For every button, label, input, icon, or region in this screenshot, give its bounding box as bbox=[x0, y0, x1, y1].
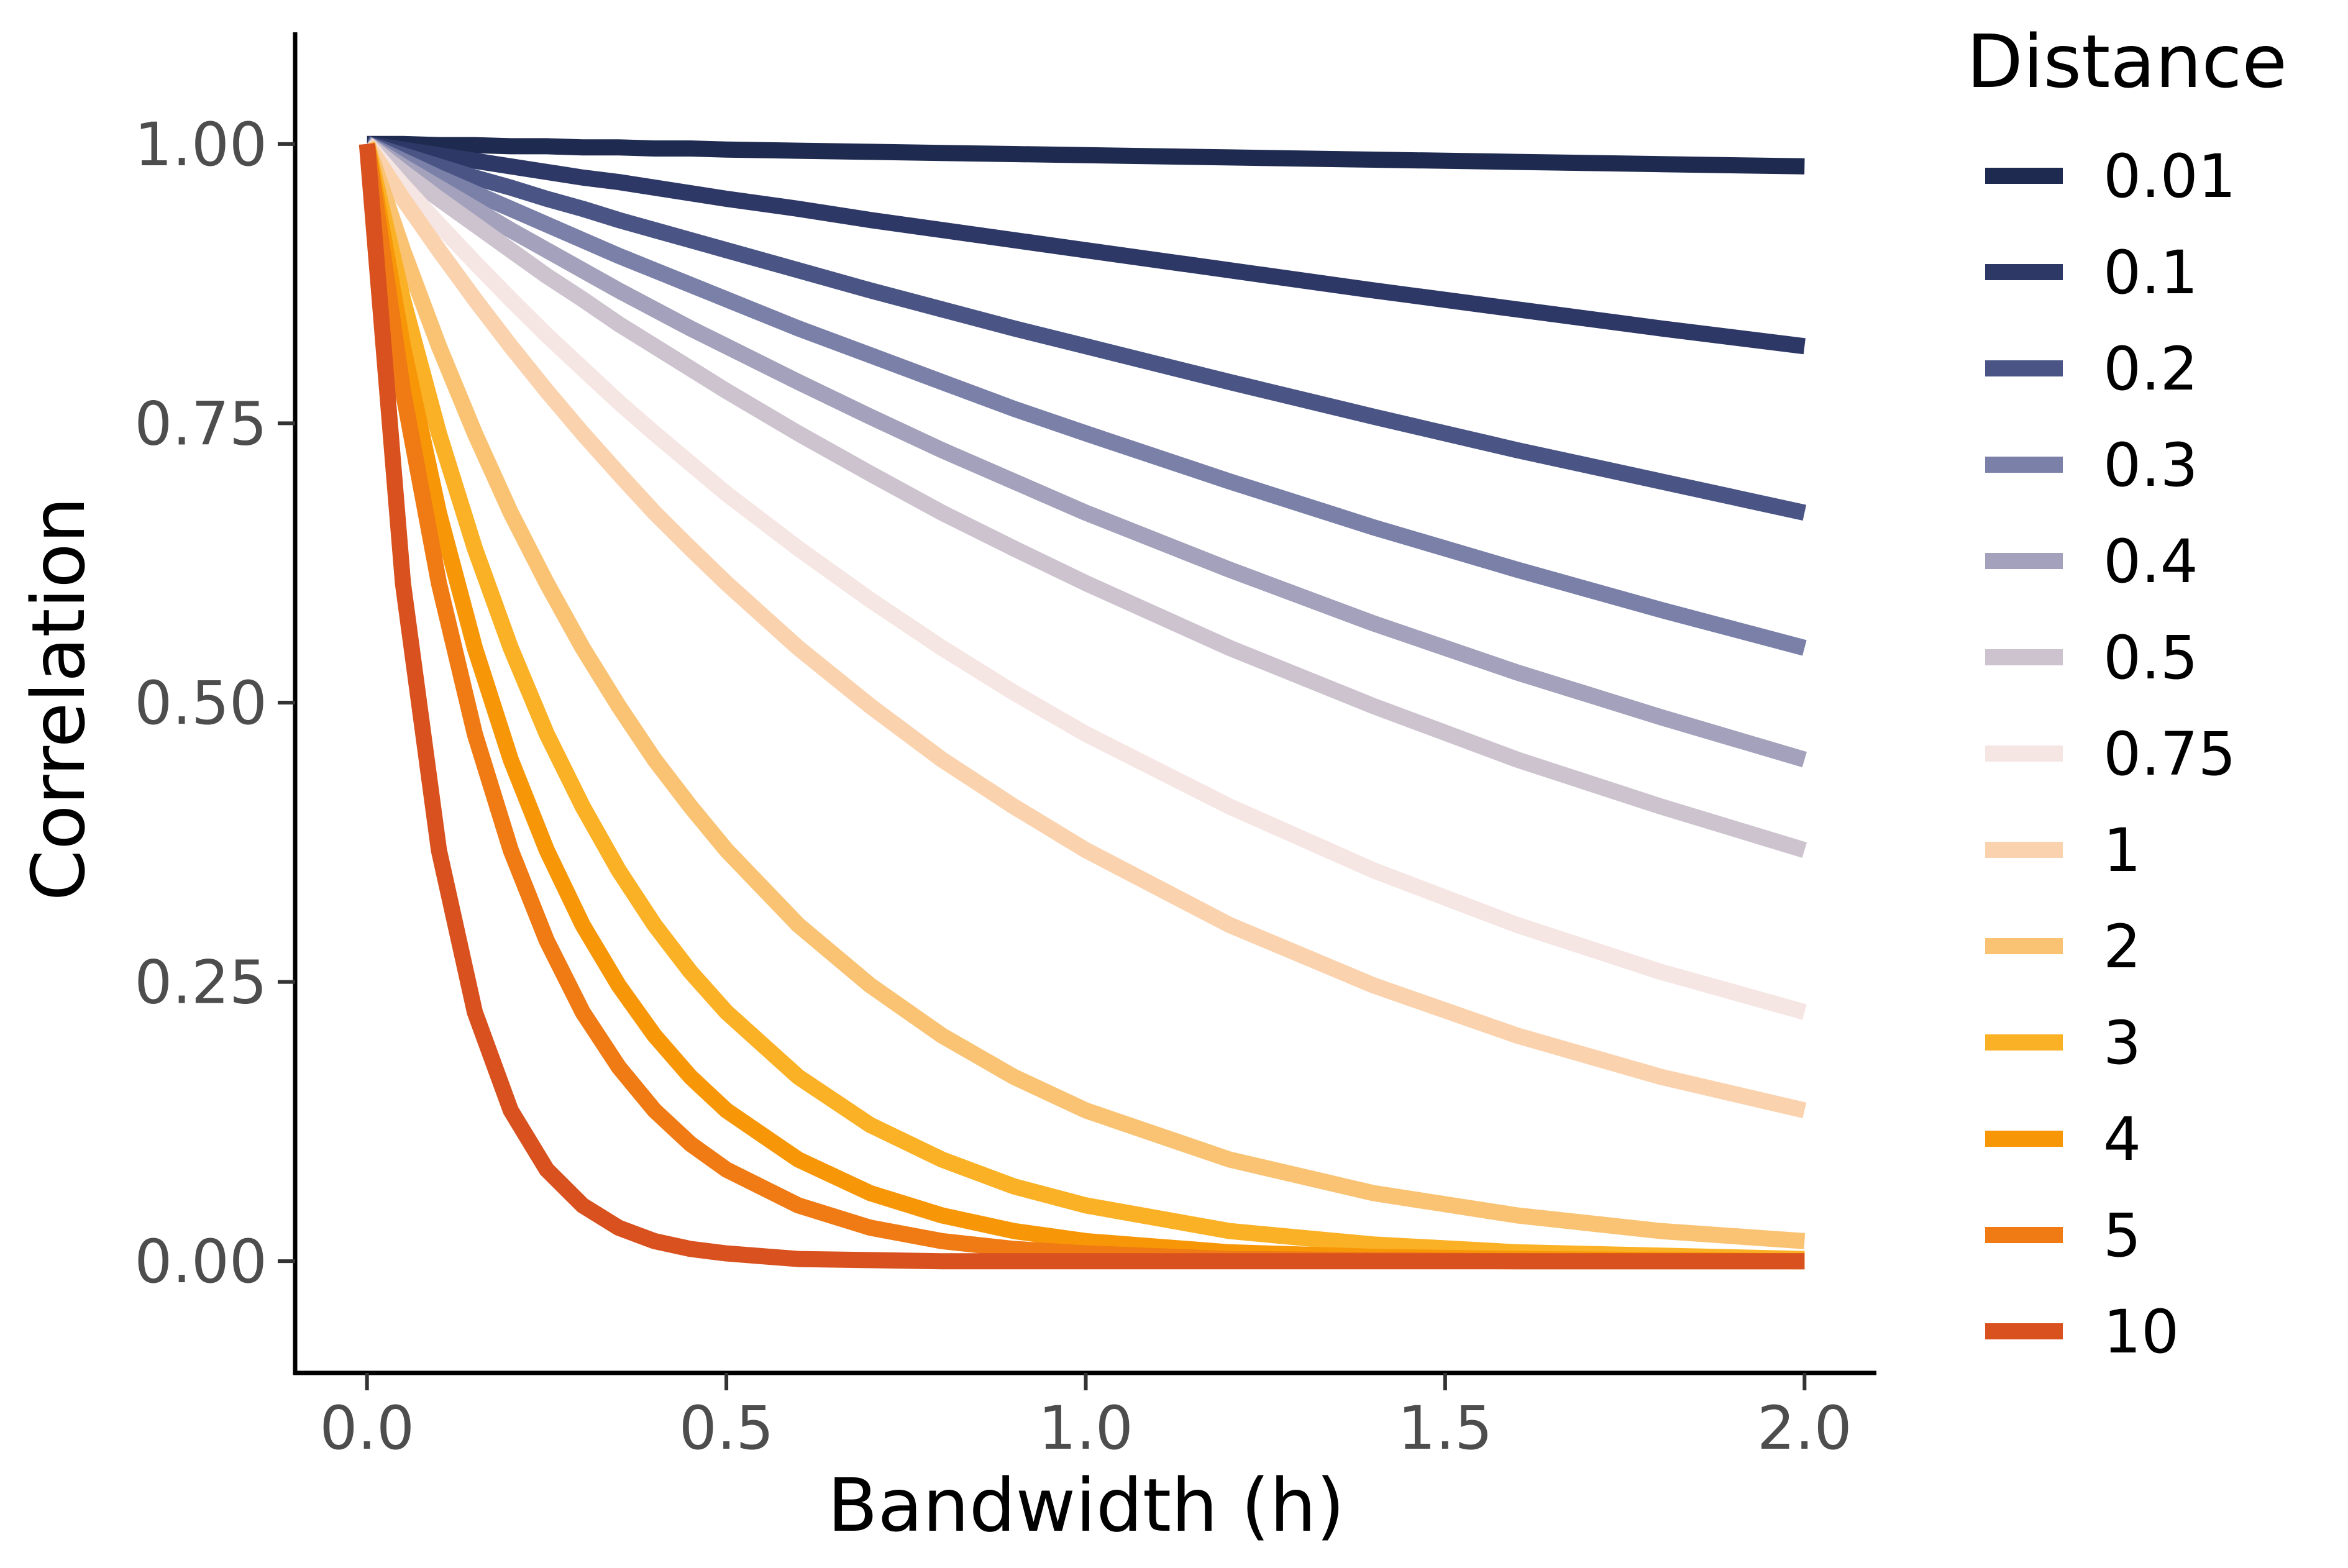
series-line-3 bbox=[359, 142, 1805, 1267]
legend-label: 0.01 bbox=[2103, 142, 2236, 211]
series-line-0-4 bbox=[362, 137, 1807, 768]
y-axis-ticks: 0.00 0.25 0.50 0.75 1.00 bbox=[134, 110, 295, 1297]
y-tick-label: 0.75 bbox=[134, 389, 267, 458]
series-line-0-2 bbox=[364, 136, 1807, 521]
legend-label: 0.5 bbox=[2103, 623, 2198, 693]
legend-label: 0.75 bbox=[2103, 719, 2236, 789]
y-axis-title: Correlation bbox=[16, 497, 101, 901]
x-tick-label: 2.0 bbox=[1757, 1393, 1852, 1463]
series-lines bbox=[359, 135, 1807, 1270]
series-line-0-75 bbox=[360, 139, 1807, 1020]
legend-title: Distance bbox=[1967, 19, 2287, 104]
y-tick-label: 0.25 bbox=[134, 948, 267, 1018]
legend: Distance 0.01 0.1 0.2 0.3 0.4 0.5 0.75 1 2 3 4 5 10 bbox=[1967, 19, 2287, 1367]
legend-label: 0.3 bbox=[2103, 431, 2198, 500]
x-axis-ticks: 0.0 0.5 1.0 1.5 2.0 bbox=[319, 1373, 1852, 1463]
series-line-2 bbox=[359, 141, 1806, 1249]
series-line-0-01 bbox=[367, 135, 1805, 175]
series-line-0-1 bbox=[365, 135, 1806, 355]
x-tick-label: 1.5 bbox=[1398, 1393, 1493, 1463]
legend-label: 5 bbox=[2103, 1201, 2141, 1270]
x-tick-label: 0.0 bbox=[319, 1393, 414, 1463]
legend-label: 4 bbox=[2103, 1105, 2141, 1174]
legend-label: 0.2 bbox=[2103, 334, 2198, 404]
legend-label: 10 bbox=[2103, 1297, 2179, 1367]
y-tick-label: 0.50 bbox=[134, 668, 267, 738]
legend-label: 1 bbox=[2103, 816, 2141, 885]
y-tick-label: 0.00 bbox=[134, 1227, 267, 1297]
legend-label: 2 bbox=[2103, 912, 2141, 982]
series-line-10 bbox=[359, 143, 1805, 1270]
series-line-0-5 bbox=[362, 137, 1807, 858]
x-tick-label: 0.5 bbox=[679, 1393, 774, 1463]
x-axis-title: Bandwidth (h) bbox=[828, 1462, 1345, 1548]
legend-label: 0.1 bbox=[2103, 238, 2198, 308]
y-tick-label: 1.00 bbox=[134, 110, 267, 180]
x-tick-label: 1.0 bbox=[1038, 1393, 1133, 1463]
legend-label: 0.4 bbox=[2103, 527, 2198, 596]
series-line-1 bbox=[360, 139, 1807, 1119]
series-line-0-3 bbox=[363, 137, 1807, 656]
legend-label: 3 bbox=[2103, 1008, 2141, 1078]
